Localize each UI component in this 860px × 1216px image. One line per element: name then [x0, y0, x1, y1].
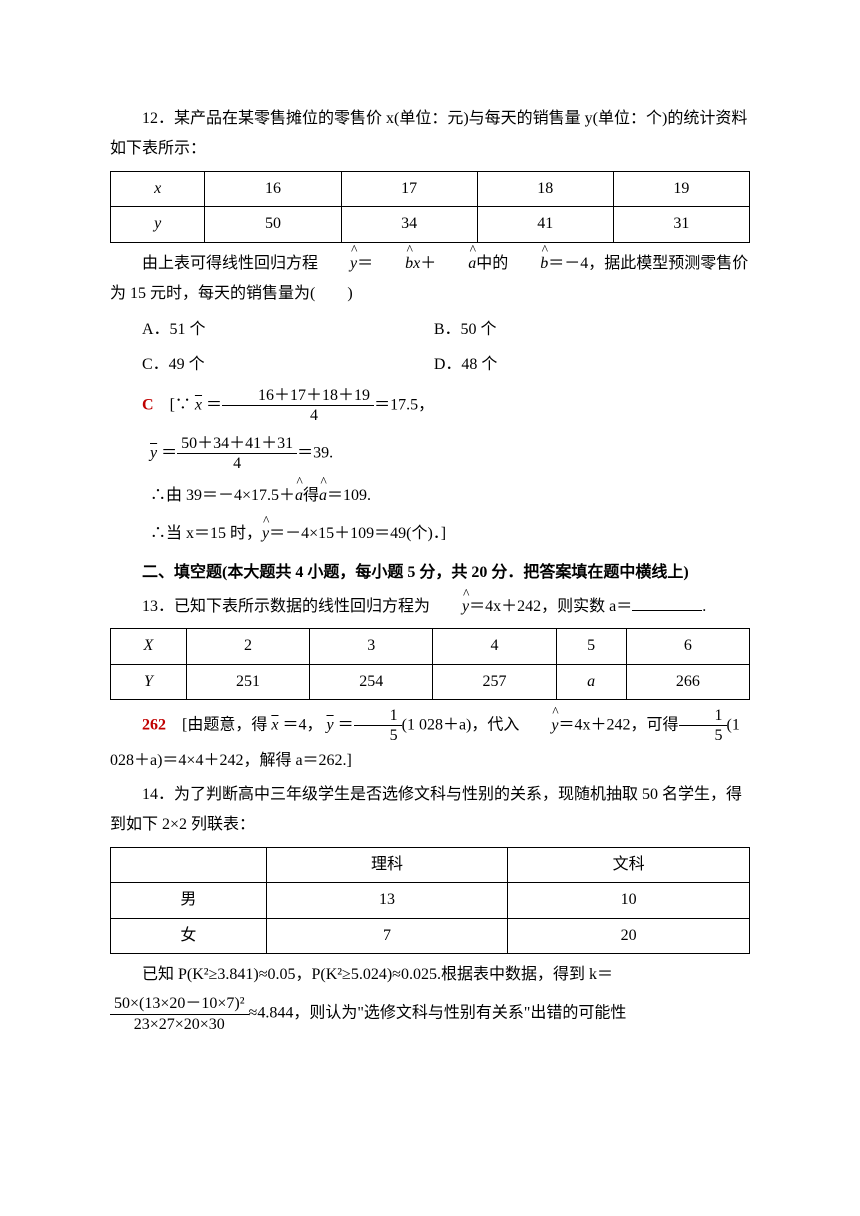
- cell: 文科: [508, 847, 750, 882]
- cell: 3: [310, 629, 433, 664]
- q13-table: X 2 3 4 5 6 Y 251 254 257 a 266: [110, 628, 750, 700]
- frac-num: 1: [354, 706, 402, 726]
- document-page: 12．某产品在某零售摊位的零售价 x(单位：元)与每天的销售量 y(单位：个)的…: [0, 0, 860, 1078]
- cell: 18: [477, 171, 613, 206]
- cell: x: [111, 171, 205, 206]
- option-b: B．50 个: [434, 315, 726, 345]
- q14-table: 理科 文科 男 13 10 女 7 20: [110, 847, 750, 954]
- text: ＝39.: [297, 444, 333, 461]
- q13-solution: 262 [由题意，得 x ＝4， y ＝15(1 028＋a)，代入y＝4x＋2…: [110, 706, 750, 776]
- cell: X: [111, 629, 187, 664]
- text: 由上表可得线性回归方程: [142, 255, 318, 272]
- q12-sol-l3: ∴由 39＝－4×17.5＋a得a＝109.: [150, 481, 750, 511]
- table-row: 女 7 20: [111, 918, 750, 953]
- answer: 262: [142, 717, 166, 734]
- text: 13．已知下表所示数据的线性回归方程为: [142, 598, 430, 615]
- q12-line2: 由上表可得线性回归方程y＝bx＋a中的b＝－4，据此模型预测零售价为 15 元时…: [110, 249, 750, 310]
- table-row: 男 13 10: [111, 883, 750, 918]
- text: ∴由 39＝－4×17.5＋: [150, 487, 295, 504]
- q14-intro: 14．为了判断高中三年级学生是否选修文科与性别的关系，现随机抽取 50 名学生，…: [110, 780, 750, 841]
- cell: [111, 847, 267, 882]
- text: ∴当 x＝15 时，: [150, 525, 262, 542]
- cell: 16: [205, 171, 341, 206]
- text: [∵: [170, 396, 191, 413]
- q12-solution: C [∵ x ＝16＋17＋18＋194＝17.5，: [110, 386, 750, 425]
- text: [由题意，得: [182, 717, 267, 734]
- text: ＝17.5，: [374, 396, 434, 413]
- text: ＝－4×15＋109＝49(个)．]: [269, 525, 446, 542]
- q12-intro: 12．某产品在某零售摊位的零售价 x(单位：元)与每天的销售量 y(单位：个)的…: [110, 104, 750, 165]
- cell: 251: [186, 664, 309, 699]
- option-c: C．49 个: [142, 350, 434, 380]
- frac-den: 23×27×20×30: [110, 1015, 249, 1034]
- frac-num: 50×(13×20－10×7)²: [110, 994, 249, 1014]
- q12-sol-l2: y ＝50＋34＋41＋314＝39.: [150, 434, 750, 473]
- text: .: [702, 598, 706, 615]
- q14-line2: 已知 P(K²≥3.841)≈0.05，P(K²≥5.024)≈0.025.根据…: [110, 960, 750, 990]
- cell: a: [556, 664, 626, 699]
- frac-den: 5: [679, 726, 727, 745]
- table-row: 理科 文科: [111, 847, 750, 882]
- cell: 13: [266, 883, 508, 918]
- table-row: X 2 3 4 5 6: [111, 629, 750, 664]
- text: ＝4，: [282, 717, 322, 734]
- text: ＝109.: [327, 487, 371, 504]
- cell: 女: [111, 918, 267, 953]
- q12-table: x 16 17 18 19 y 50 34 41 31: [110, 171, 750, 243]
- text: (1 028＋a)，代入: [402, 717, 520, 734]
- cell: Y: [111, 664, 187, 699]
- frac-num: 16＋17＋18＋19: [222, 386, 374, 406]
- cell: 31: [613, 207, 749, 242]
- q12-sol-l4: ∴当 x＝15 时，y＝－4×15＋109＝49(个)．]: [150, 519, 750, 549]
- text: 得: [303, 487, 319, 504]
- cell: 4: [433, 629, 556, 664]
- text: ＝4x＋242，则实数 a＝: [469, 598, 632, 615]
- table-row: y 50 34 41 31: [111, 207, 750, 242]
- table-row: Y 251 254 257 a 266: [111, 664, 750, 699]
- q13-intro: 13．已知下表所示数据的线性回归方程为y＝4x＋242，则实数 a＝.: [110, 592, 750, 622]
- frac-den: 5: [354, 726, 402, 745]
- cell: y: [111, 207, 205, 242]
- cell: 5: [556, 629, 626, 664]
- frac-den: 4: [177, 454, 297, 473]
- cell: 19: [613, 171, 749, 206]
- frac-num: 1: [679, 706, 727, 726]
- text: ＝: [338, 717, 354, 734]
- q12-options: A．51 个 B．50 个 C．49 个 D．48 个: [142, 313, 750, 382]
- text: 二、填空题(本大题共 4 小题，每小题 5 分，共 20 分．把答案填在题中横线…: [142, 564, 689, 581]
- blank: [632, 594, 702, 611]
- cell: 10: [508, 883, 750, 918]
- frac-den: 4: [222, 406, 374, 425]
- cell: 254: [310, 664, 433, 699]
- option-a: A．51 个: [142, 315, 434, 345]
- cell: 257: [433, 664, 556, 699]
- cell: 7: [266, 918, 508, 953]
- option-d: D．48 个: [434, 350, 726, 380]
- cell: 2: [186, 629, 309, 664]
- cell: 6: [626, 629, 749, 664]
- text: ＝4x＋242，可得: [558, 717, 678, 734]
- cell: 266: [626, 664, 749, 699]
- cell: 17: [341, 171, 477, 206]
- cell: 20: [508, 918, 750, 953]
- text: 中的: [476, 255, 508, 272]
- q14-line3: 50×(13×20－10×7)²23×27×20×30≈4.844，则认为"选修…: [110, 994, 750, 1033]
- frac-num: 50＋34＋41＋31: [177, 434, 297, 454]
- table-row: x 16 17 18 19: [111, 171, 750, 206]
- answer-letter: C: [142, 396, 154, 413]
- text: ≈4.844，则认为"选修文科与性别有关系"出错的可能性: [249, 1005, 627, 1022]
- cell: 理科: [266, 847, 508, 882]
- cell: 男: [111, 883, 267, 918]
